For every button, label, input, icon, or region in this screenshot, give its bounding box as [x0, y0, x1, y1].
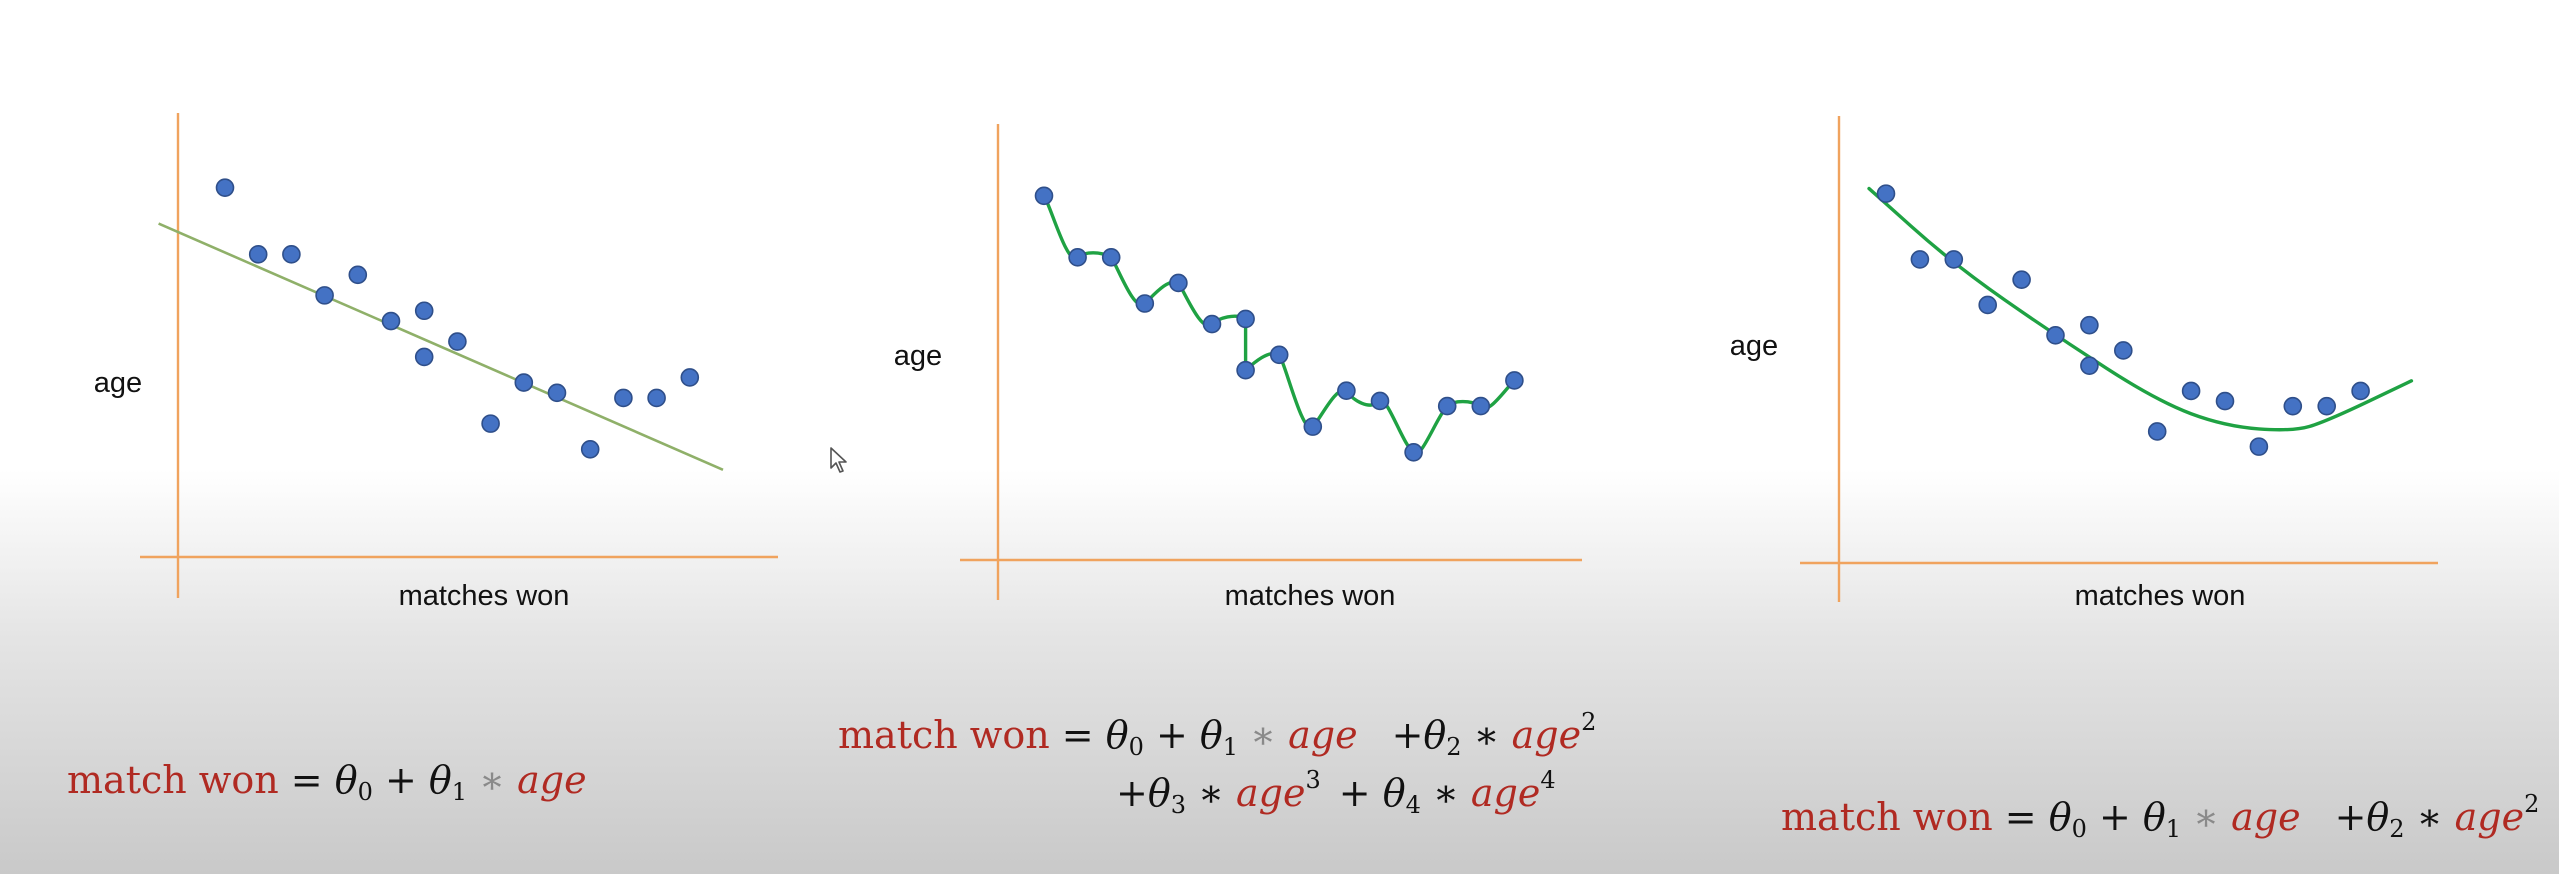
- overfit-curve: [1042, 194, 1517, 456]
- fit-line: [158, 222, 724, 471]
- data-point: [215, 178, 235, 197]
- data-point: [2181, 381, 2201, 401]
- data-point: [1101, 248, 1121, 267]
- y-axis-label: age: [94, 367, 142, 399]
- data-point: [1034, 186, 1054, 206]
- data-point: [448, 332, 467, 351]
- x-axis-label: matches won: [399, 580, 570, 612]
- data-point: [1337, 381, 1356, 401]
- data-point: [1437, 396, 1457, 416]
- data-point: [414, 301, 434, 321]
- chart-quadratic-fit: age matches won: [1730, 116, 2438, 612]
- data-point: [1944, 250, 1964, 269]
- equation-polynomial-line-1: match won = θ0 + θ1 ∗ age +θ2 ∗ age2: [838, 708, 1597, 761]
- y-axis-label: age: [1730, 330, 1778, 362]
- data-point: [1236, 360, 1255, 380]
- data-point: [2080, 356, 2099, 375]
- data-point: [414, 347, 434, 367]
- data-point: [1505, 371, 1524, 390]
- data-point: [2351, 381, 2370, 401]
- data-point: [680, 368, 700, 387]
- data-point: [1202, 314, 1222, 334]
- data-point: [315, 286, 334, 305]
- data-point: [1910, 250, 1930, 269]
- data-point: [1135, 294, 1155, 313]
- data-point: [647, 388, 666, 408]
- mouse-cursor-icon: [830, 447, 847, 473]
- data-point: [1471, 396, 1491, 416]
- data-point: [2113, 341, 2133, 360]
- data-point: [547, 383, 567, 403]
- data-point: [481, 414, 500, 433]
- data-point: [1370, 391, 1390, 411]
- chart-overfit: age matches won: [894, 124, 1582, 612]
- equation-polynomial-line-2: +θ3 ∗ age3 + θ4 ∗ age4: [1116, 766, 1556, 819]
- equation-quadratic: match won = θ0 + θ1 ∗ age +θ2 ∗ age2: [1781, 790, 2540, 843]
- data-point: [2012, 270, 2031, 289]
- data-point: [381, 311, 401, 331]
- x-axis-label: matches won: [2075, 580, 2246, 612]
- data-point: [1303, 417, 1323, 436]
- data-point: [2249, 437, 2269, 456]
- data-point: [282, 245, 301, 264]
- data-point: [614, 388, 633, 408]
- data-point: [580, 439, 600, 459]
- data-point: [514, 373, 534, 392]
- data-point: [2283, 396, 2303, 416]
- data-point: [2046, 325, 2065, 345]
- data-point: [1404, 442, 1423, 462]
- data-point: [2080, 315, 2099, 335]
- data-point: [1068, 248, 1087, 267]
- quadratic-fit-curve: [1867, 186, 2414, 432]
- data-point: [248, 245, 268, 264]
- x-axis-label: matches won: [1225, 580, 1396, 612]
- data-point: [2317, 396, 2337, 416]
- data-point: [1169, 273, 1188, 293]
- data-point: [2215, 391, 2235, 411]
- data-point: [1269, 345, 1289, 365]
- data-point: [1236, 309, 1255, 329]
- y-axis-label: age: [894, 340, 942, 372]
- data-point: [2147, 422, 2167, 441]
- data-point: [1978, 295, 1998, 315]
- chart-linear-fit: age matches won: [94, 113, 778, 612]
- equation-linear: match won = θ0 + θ1 ∗ age: [67, 758, 587, 806]
- data-point: [348, 265, 368, 285]
- data-point: [1876, 184, 1896, 203]
